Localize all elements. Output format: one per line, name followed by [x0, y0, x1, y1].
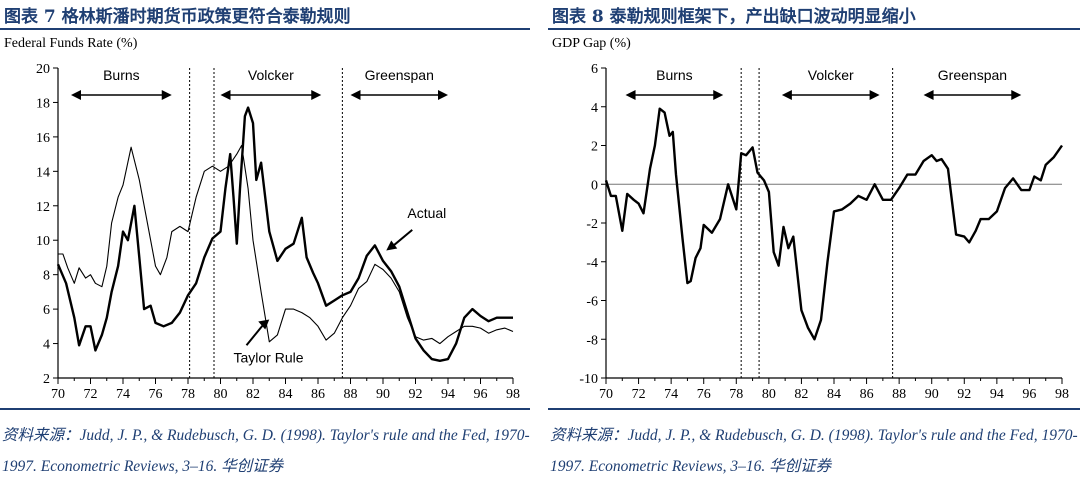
era-arrow-head-left [350, 90, 361, 100]
x-tick-label: 70 [599, 387, 613, 402]
y-tick-label: 14 [36, 165, 50, 180]
x-tick-label: 84 [279, 387, 293, 402]
y-tick-label: 6 [43, 303, 50, 318]
x-tick-label: 94 [441, 387, 455, 402]
series-line-taylor-rule [58, 144, 514, 345]
y-tick-label: 12 [36, 200, 50, 215]
source-rule [0, 408, 530, 410]
y-tick-label: 0 [591, 178, 598, 193]
era-arrow-head-right [161, 90, 172, 100]
era-label: Burns [656, 67, 693, 83]
era-arrow-head-left [220, 90, 231, 100]
y-tick-label: 10 [36, 234, 50, 249]
y-tick-label: 4 [591, 101, 598, 116]
x-tick-label: 72 [632, 387, 646, 402]
x-tick-label: 76 [149, 387, 163, 402]
x-tick-label: 76 [697, 387, 711, 402]
era-label: Burns [103, 67, 140, 83]
y-tick-label: -8 [586, 333, 598, 348]
x-tick-label: 88 [344, 387, 358, 402]
y-tick-label: 6 [591, 62, 598, 77]
x-tick-label: 70 [51, 387, 65, 402]
y-tick-label: 20 [36, 62, 50, 77]
x-tick-label: 96 [1022, 387, 1036, 402]
era-arrow-head-right [1011, 90, 1022, 100]
x-tick-label: 94 [990, 387, 1004, 402]
title-rule [548, 28, 1080, 30]
x-tick-label: 96 [474, 387, 488, 402]
title-rule [0, 28, 530, 30]
x-tick-label: 86 [860, 387, 874, 402]
era-arrow-head-left [781, 90, 792, 100]
source-note: 资料来源：Judd, J. P., & Rudebusch, G. D. (19… [2, 427, 530, 475]
x-tick-label: 82 [246, 387, 260, 402]
figure-panel-left: 图表 7 格林斯潘时期货币政策更符合泰勒规则 Federal Funds Rat… [0, 0, 530, 475]
x-tick-label: 80 [762, 387, 776, 402]
x-tick-label: 74 [664, 387, 678, 402]
x-tick-label: 84 [827, 387, 841, 402]
series-line-actual [56, 106, 513, 362]
y-axis-label: GDP Gap (%) [552, 36, 631, 51]
annotation-pointer-head [258, 319, 270, 330]
annotation-taylor-rule: Taylor Rule [234, 350, 304, 366]
y-tick-label: -2 [586, 217, 598, 232]
y-tick-label: -4 [586, 256, 598, 271]
gdp-gap-chart: -10 -8 -6 -4 -2 0 2 4 6 70 72 74 76 78 80 82 84 86 88 90 92 9… [579, 62, 1069, 402]
era-arrow-head-right [869, 90, 880, 100]
fed-funds-chart: 2 4 6 8 10 12 14 16 18 20 70 72 74 76 78 80 82 84 86 88 90 92… [36, 62, 520, 402]
annotation-pointer-head [386, 240, 398, 251]
source-note: 资料来源：Judd, J. P., & Rudebusch, G. D. (19… [550, 427, 1078, 475]
era-label: Greenspan [938, 67, 1007, 83]
era-label: Volcker [808, 67, 854, 83]
x-tick-label: 88 [892, 387, 906, 402]
x-tick-label: 92 [957, 387, 971, 402]
x-tick-label: 78 [181, 387, 195, 402]
era-label: Greenspan [365, 67, 434, 83]
y-tick-label: 2 [43, 372, 50, 387]
x-tick-label: 72 [84, 387, 98, 402]
source-rule [548, 408, 1080, 410]
annotation-pointer [245, 322, 266, 346]
y-tick-label: -10 [579, 372, 598, 387]
x-tick-label: 98 [1055, 387, 1069, 402]
era-arrow-head-left [71, 90, 81, 100]
y-tick-label: 2 [591, 140, 598, 155]
x-tick-label: 74 [116, 387, 130, 402]
x-tick-label: 90 [925, 387, 939, 402]
x-tick-label: 92 [409, 387, 423, 402]
era-arrow-head-left [923, 90, 934, 100]
era-arrow-head-right [438, 90, 448, 100]
y-axis-label: Federal Funds Rate (%) [4, 36, 138, 51]
y-tick-label: 18 [36, 96, 50, 111]
era-arrow-head-right [311, 90, 322, 100]
figure-title: 图表 7 格林斯潘时期货币政策更符合泰勒规则 [4, 7, 351, 27]
y-tick-label: 4 [43, 338, 50, 353]
era-arrow-head-right [713, 90, 724, 100]
x-tick-label: 82 [794, 387, 808, 402]
y-tick-label: 16 [36, 131, 50, 146]
y-tick-label: 8 [43, 269, 50, 284]
annotation-actual: Actual [407, 205, 446, 221]
x-tick-label: 80 [214, 387, 228, 402]
y-tick-label: -6 [586, 295, 598, 310]
x-tick-label: 78 [729, 387, 743, 402]
figure-title: 图表 8 泰勒规则框架下，产出缺口波动明显缩小 [552, 7, 916, 27]
era-label: Volcker [248, 67, 294, 83]
x-tick-label: 90 [376, 387, 390, 402]
figure-panel-right: 图表 8 泰勒规则框架下，产出缺口波动明显缩小 GDP Gap (%) -10-… [548, 0, 1080, 475]
x-tick-label: 86 [311, 387, 325, 402]
era-arrow-head-left [625, 90, 636, 100]
annotation-pointer [391, 229, 413, 248]
series-line-gdp-gap [604, 107, 1063, 341]
x-tick-label: 98 [506, 387, 520, 402]
